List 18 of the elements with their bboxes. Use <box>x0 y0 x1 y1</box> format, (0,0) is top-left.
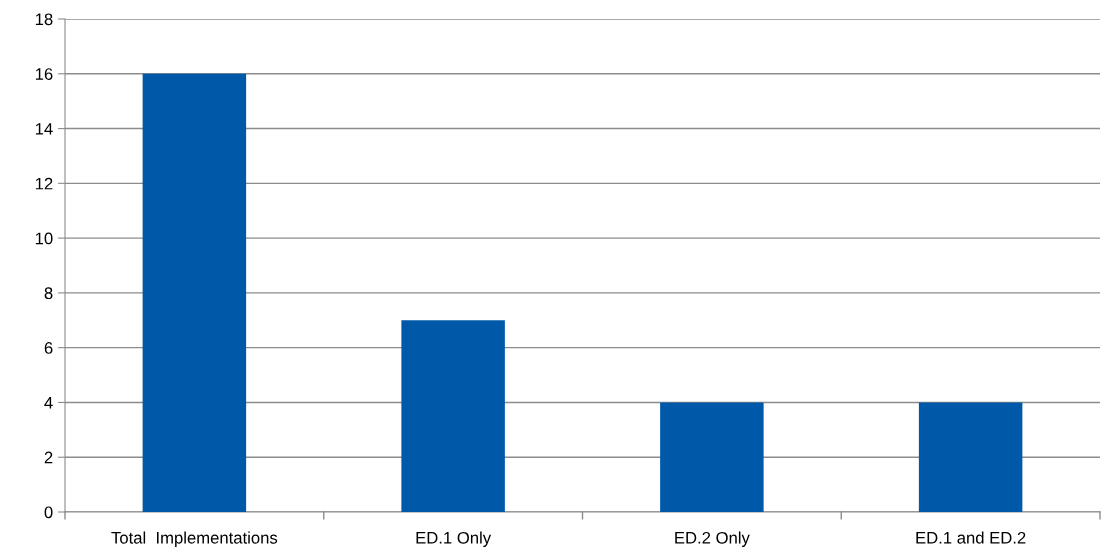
y-tick-label: 0 <box>44 506 53 519</box>
x-tick-label: ED.1 Only <box>416 531 492 547</box>
bar <box>918 402 1023 512</box>
y-tick-label: 2 <box>44 451 53 464</box>
y-tick-label: 14 <box>35 123 53 135</box>
y-tick-label: 6 <box>44 342 53 354</box>
y-tick-label: 4 <box>44 397 53 409</box>
bar <box>401 320 505 512</box>
x-tick-label: ED.1 and ED.2 <box>916 531 1026 544</box>
y-tick-label: 18 <box>35 13 53 26</box>
x-tick-label: Total Implementations <box>111 531 278 547</box>
bar <box>660 402 764 512</box>
y-tick-label: 16 <box>35 68 53 80</box>
x-tick-label: ED.2 Only <box>675 531 750 547</box>
y-tick-label: 12 <box>35 177 53 190</box>
y-tick-label: 10 <box>35 232 53 245</box>
bar <box>142 73 247 512</box>
y-tick-label: 8 <box>44 287 53 300</box>
